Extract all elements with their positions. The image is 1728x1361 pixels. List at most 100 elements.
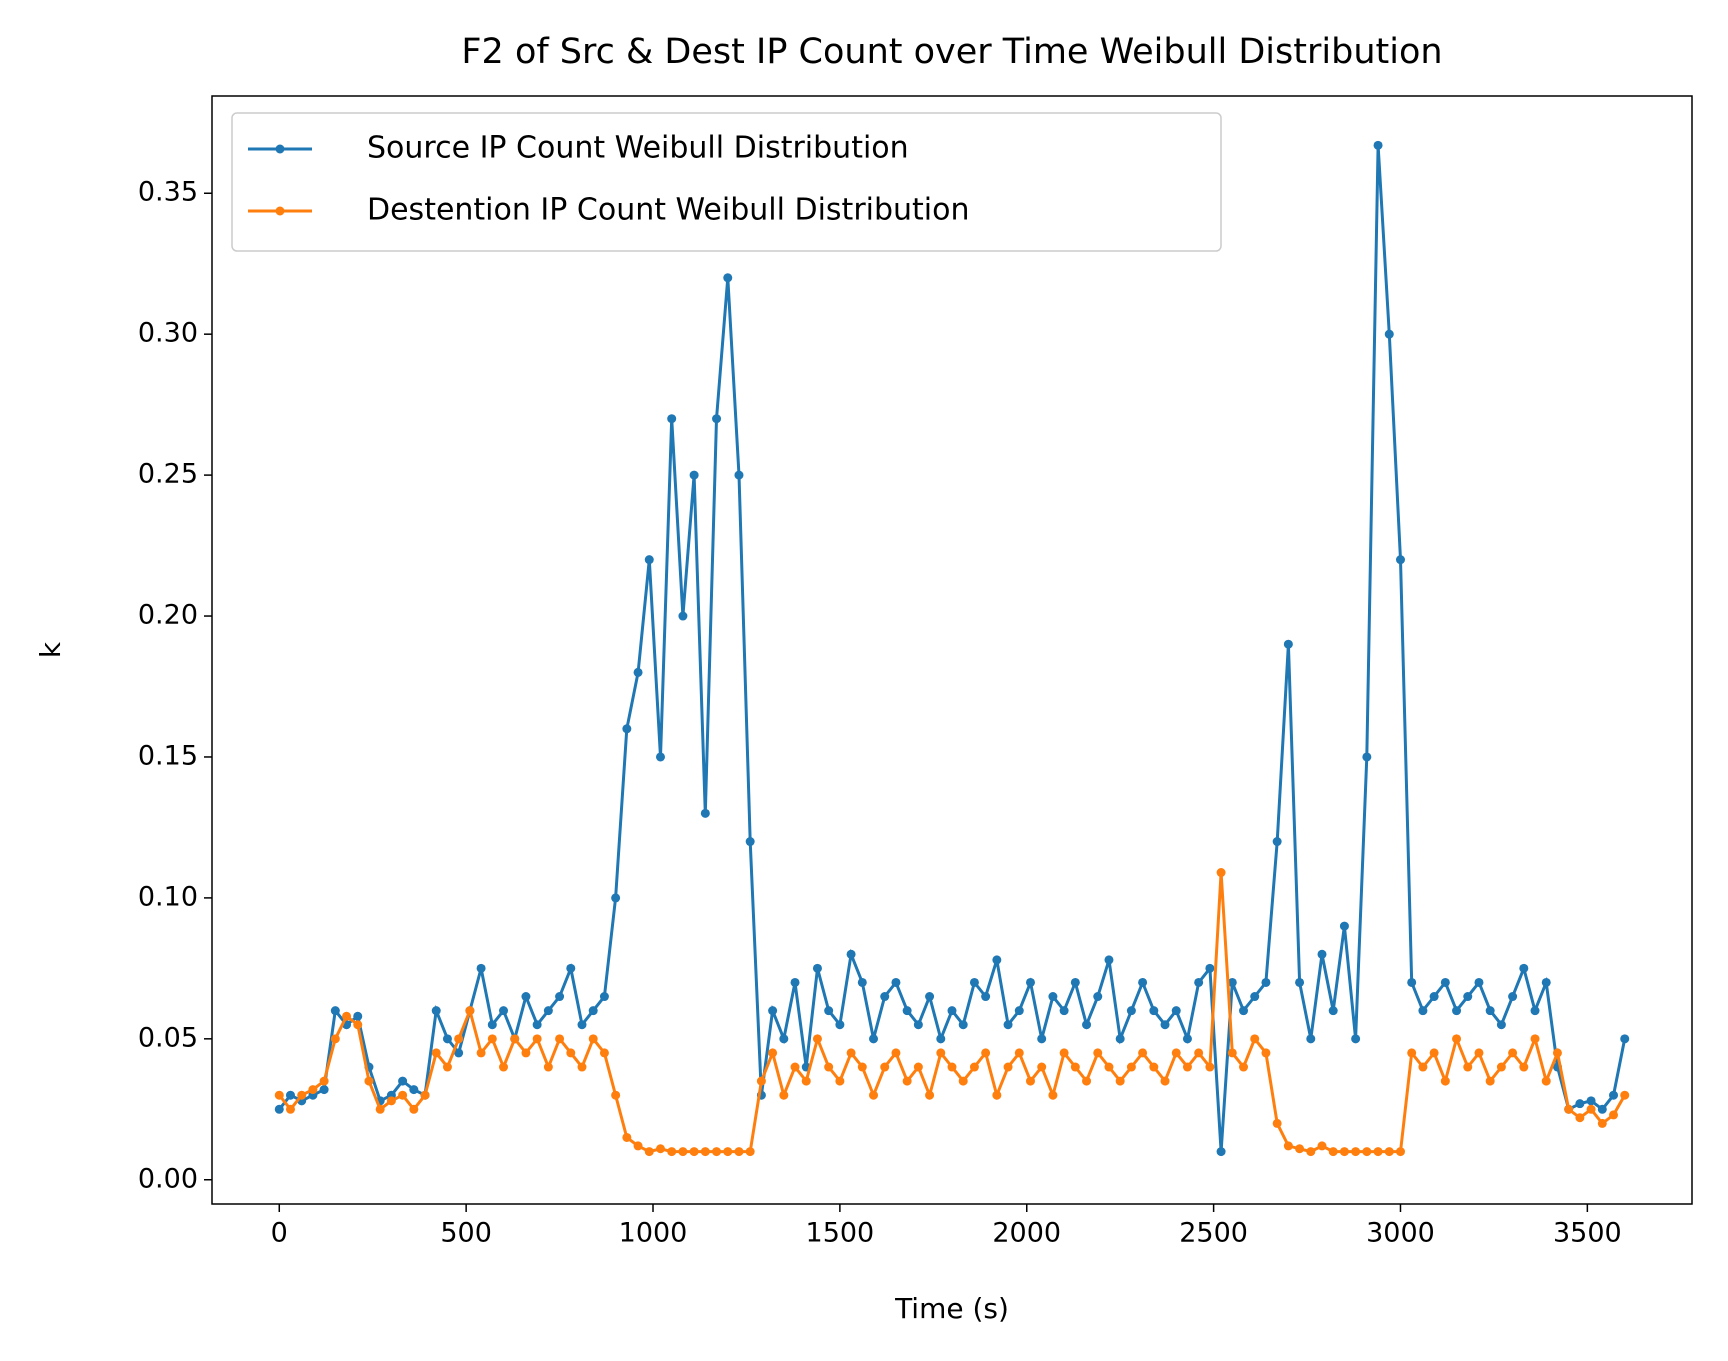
data-point xyxy=(566,963,576,973)
data-point xyxy=(1037,1062,1047,1072)
data-point xyxy=(958,1076,968,1086)
data-point xyxy=(678,1147,688,1157)
legend-label: Source IP Count Weibull Distribution xyxy=(367,131,909,166)
x-tick-label: 2500 xyxy=(1179,1218,1248,1249)
data-point xyxy=(577,1020,587,1030)
series-line xyxy=(278,145,1627,1152)
data-point xyxy=(1149,1006,1159,1016)
data-point xyxy=(723,1147,733,1157)
data-point xyxy=(319,1076,329,1086)
data-point xyxy=(1429,992,1439,1002)
data-point xyxy=(1328,1006,1338,1016)
data-point xyxy=(857,977,867,987)
data-point xyxy=(1227,977,1237,987)
y-tick-label: 0.10 xyxy=(138,881,198,912)
data-point xyxy=(1362,1147,1372,1157)
data-point xyxy=(577,1062,587,1072)
data-point xyxy=(1115,1076,1125,1086)
data-point xyxy=(1496,1062,1506,1072)
data-point xyxy=(835,1076,845,1086)
data-point xyxy=(1485,1006,1495,1016)
data-point xyxy=(667,414,677,424)
data-point xyxy=(824,1006,834,1016)
data-point xyxy=(353,1020,363,1030)
y-tick-label: 0.25 xyxy=(138,459,198,490)
data-point xyxy=(1609,1090,1619,1100)
data-point xyxy=(342,1011,352,1021)
data-point xyxy=(431,1006,441,1016)
data-point xyxy=(1384,1147,1394,1157)
data-point xyxy=(1037,1034,1047,1044)
data-point xyxy=(678,611,688,621)
data-point xyxy=(555,992,565,1002)
data-point xyxy=(1306,1147,1316,1157)
data-point xyxy=(1003,1062,1013,1072)
data-point xyxy=(1395,555,1405,565)
data-point xyxy=(1272,837,1282,847)
data-point xyxy=(1104,1062,1114,1072)
data-point xyxy=(1283,1141,1293,1151)
x-tick-label: 0 xyxy=(271,1218,288,1249)
data-point xyxy=(1171,1006,1181,1016)
data-point xyxy=(308,1085,318,1095)
data-point xyxy=(532,1020,542,1030)
data-point xyxy=(1115,1034,1125,1044)
data-point xyxy=(431,1048,441,1058)
data-point xyxy=(913,1062,923,1072)
data-point xyxy=(1025,977,1035,987)
data-point xyxy=(1239,1062,1249,1072)
data-point xyxy=(1227,1048,1237,1058)
data-point xyxy=(1373,140,1383,150)
data-point xyxy=(1317,1141,1327,1151)
data-point xyxy=(801,1076,811,1086)
data-point xyxy=(1070,977,1080,987)
data-point xyxy=(499,1062,509,1072)
data-point xyxy=(1093,992,1103,1002)
data-point xyxy=(1295,977,1305,987)
data-point xyxy=(1194,1048,1204,1058)
data-point xyxy=(353,1011,363,1021)
data-point xyxy=(913,1020,923,1030)
data-point xyxy=(274,1090,284,1100)
data-point xyxy=(622,1132,632,1142)
data-point xyxy=(947,1006,957,1016)
data-point xyxy=(510,1034,520,1044)
data-point xyxy=(1160,1020,1170,1030)
legend: Source IP Count Weibull Distribution Dest… xyxy=(231,112,1222,252)
data-point xyxy=(857,1062,867,1072)
data-point xyxy=(745,1147,755,1157)
data-point xyxy=(712,1147,722,1157)
data-point xyxy=(1082,1076,1092,1086)
y-tick-label: 0.35 xyxy=(138,177,198,208)
data-point xyxy=(712,414,722,424)
data-point xyxy=(880,992,890,1002)
data-point xyxy=(409,1085,419,1095)
data-point xyxy=(420,1090,430,1100)
data-point xyxy=(330,1006,340,1016)
data-point xyxy=(1205,963,1215,973)
data-point xyxy=(1149,1062,1159,1072)
data-point xyxy=(611,893,621,903)
data-point xyxy=(1418,1062,1428,1072)
data-point xyxy=(936,1034,946,1044)
data-point xyxy=(1070,1062,1080,1072)
data-point xyxy=(1351,1034,1361,1044)
data-point xyxy=(1407,1048,1417,1058)
data-point xyxy=(285,1104,295,1114)
data-point xyxy=(1519,963,1529,973)
data-point xyxy=(1463,992,1473,1002)
y-tick-label: 0.00 xyxy=(138,1163,198,1194)
data-point xyxy=(375,1104,385,1114)
data-point xyxy=(330,1034,340,1044)
data-point xyxy=(1306,1034,1316,1044)
data-point xyxy=(543,1006,553,1016)
data-point xyxy=(1048,992,1058,1002)
data-point xyxy=(1530,1006,1540,1016)
data-point xyxy=(1138,1048,1148,1058)
x-tick-label: 2000 xyxy=(992,1218,1061,1249)
data-point xyxy=(1194,977,1204,987)
data-point xyxy=(398,1076,408,1086)
data-point xyxy=(768,1006,778,1016)
data-point xyxy=(689,1147,699,1157)
data-point xyxy=(756,1076,766,1086)
